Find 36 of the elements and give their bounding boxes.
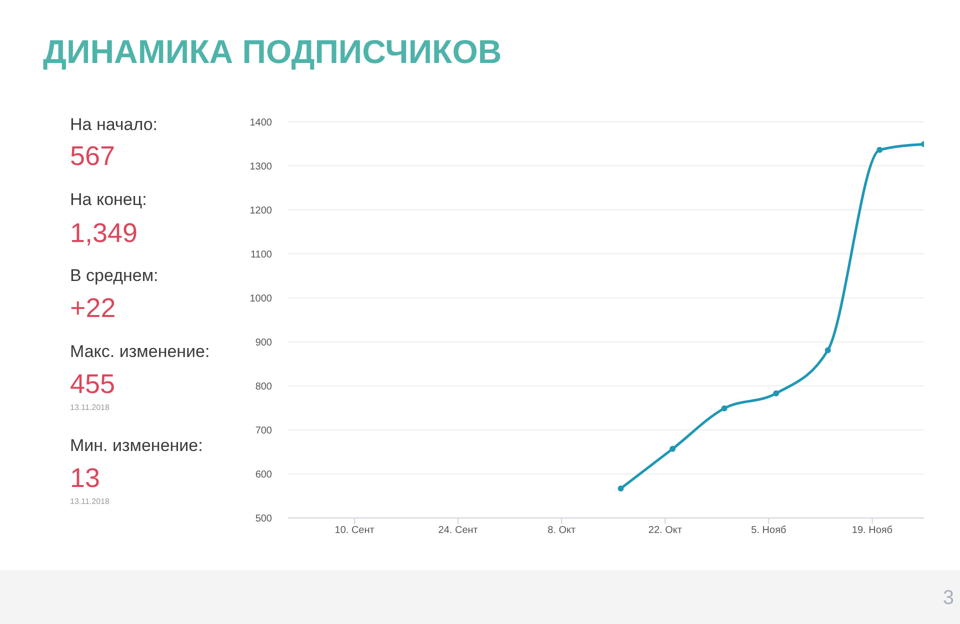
text: 13 xyxy=(70,462,100,494)
text: На конец: xyxy=(70,190,147,210)
text: 455 xyxy=(70,368,116,400)
y-tick-label: 800 xyxy=(255,381,272,392)
point xyxy=(876,146,883,153)
text: На начало: xyxy=(70,114,158,136)
text: 1,349 xyxy=(70,216,138,250)
chart-title: ДИНАМИКА ПОДПИСЧИКОВ xyxy=(43,32,502,72)
point xyxy=(670,446,676,452)
x-tick-label: 5. Нояб xyxy=(751,525,786,536)
text: 3 xyxy=(942,586,954,610)
text: Мин. изменение: xyxy=(70,436,203,456)
point xyxy=(721,405,728,412)
y-tick-label: 1400 xyxy=(250,117,272,128)
text: 567 xyxy=(70,140,116,172)
x-tick-label: 19. Нояб xyxy=(852,525,893,536)
point xyxy=(618,486,624,492)
text: 13.11.2018 xyxy=(70,403,110,413)
y-tick-label: 700 xyxy=(255,425,272,436)
y-tick-label: 900 xyxy=(255,337,272,348)
x-tick-label: 10. Сент xyxy=(334,525,375,536)
y-tick-label: 1200 xyxy=(250,205,272,216)
y-tick-label: 1100 xyxy=(250,249,272,260)
text: 13.11.2018 xyxy=(70,497,110,507)
x-tick-label: 8. Окт xyxy=(548,525,576,536)
text: Макс. изменение: xyxy=(70,342,210,362)
text: +22 xyxy=(70,292,116,324)
x-tick-label: 22. Окт xyxy=(648,525,682,536)
text: В среднем: xyxy=(70,266,158,286)
point xyxy=(773,390,780,396)
y-tick-label: 600 xyxy=(255,470,272,481)
y-tick-label: 1300 xyxy=(250,161,272,172)
y-tick-label: 1000 xyxy=(250,293,272,304)
y-tick-label: 500 xyxy=(255,514,272,525)
point xyxy=(824,347,831,354)
x-tick-label: 24. Сент xyxy=(438,525,478,536)
